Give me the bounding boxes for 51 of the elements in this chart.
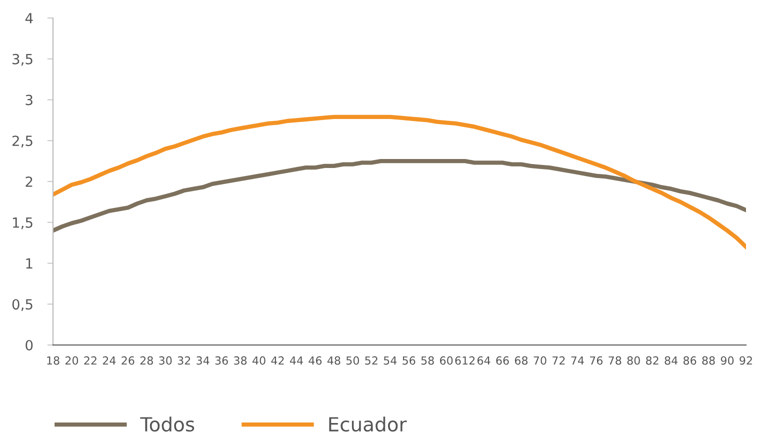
x-tick-label: 70 — [534, 356, 546, 365]
y-tick-label: 1 — [26, 258, 32, 269]
x-tick-label: 84 — [664, 356, 678, 365]
x-tick-label: 60 — [440, 356, 453, 365]
x-tick-label: 64 — [477, 356, 490, 365]
y-tick-label: 1,5 — [12, 218, 32, 230]
x-tick-label: 58 — [421, 356, 434, 365]
legend-label: Todos — [140, 416, 194, 432]
y-tick-label: 0 — [26, 340, 33, 350]
y-tick-label: 3,5 — [12, 54, 32, 66]
x-tick-label: 20 — [65, 356, 78, 365]
x-tick-label: 92 — [740, 356, 752, 365]
x-tick-label: 72 — [552, 356, 565, 365]
x-tick-label: 82 — [646, 356, 658, 365]
x-tick-label: 78 — [608, 356, 622, 365]
x-tick-label: 40 — [252, 356, 266, 365]
x-tick-label: 80 — [627, 356, 640, 365]
x-tick-label: 74 — [571, 356, 584, 365]
line-series — [53, 114, 746, 249]
x-tick-label: 38 — [234, 356, 247, 365]
y-tick-label: 2,5 — [12, 136, 32, 148]
x-tick-label: 86 — [683, 356, 696, 365]
x-tick-label: 48 — [327, 356, 340, 365]
x-tick-label: 30 — [159, 356, 172, 365]
x-tick-label: 44 — [290, 356, 303, 365]
x-tick-label: 34 — [196, 356, 210, 365]
x-tick-label: 52 — [365, 356, 378, 365]
y-tick-label: 3 — [26, 94, 32, 106]
y-tick-label: 4 — [25, 13, 33, 24]
x-tick-label: 46 — [308, 356, 322, 365]
line-series — [53, 158, 746, 233]
x-tick-label: 54 — [384, 356, 397, 365]
x-tick-label: 42 — [271, 356, 284, 365]
x-tick-label: 28 — [140, 356, 153, 365]
x-tick-label: 612 — [455, 356, 475, 365]
x-tick-label: 18 — [47, 356, 60, 365]
x-tick-label: 56 — [402, 356, 416, 365]
x-tick-label: 32 — [178, 356, 190, 365]
x-tick-label: 68 — [514, 356, 528, 365]
x-tick-label: 66 — [496, 356, 509, 365]
x-tick-label: 22 — [84, 356, 96, 365]
x-tick-label: 76 — [590, 356, 603, 365]
legend-label: Ecuador — [329, 416, 407, 432]
x-tick-label: 26 — [122, 356, 134, 365]
x-tick-label: 24 — [102, 356, 116, 365]
y-tick-label: 2 — [26, 176, 32, 187]
x-tick-label: 90 — [720, 356, 734, 365]
x-tick-label: 50 — [346, 356, 360, 365]
y-tick-label: 0,5 — [12, 299, 32, 312]
x-tick-label: 36 — [215, 356, 228, 365]
x-tick-label: 88 — [702, 356, 715, 365]
